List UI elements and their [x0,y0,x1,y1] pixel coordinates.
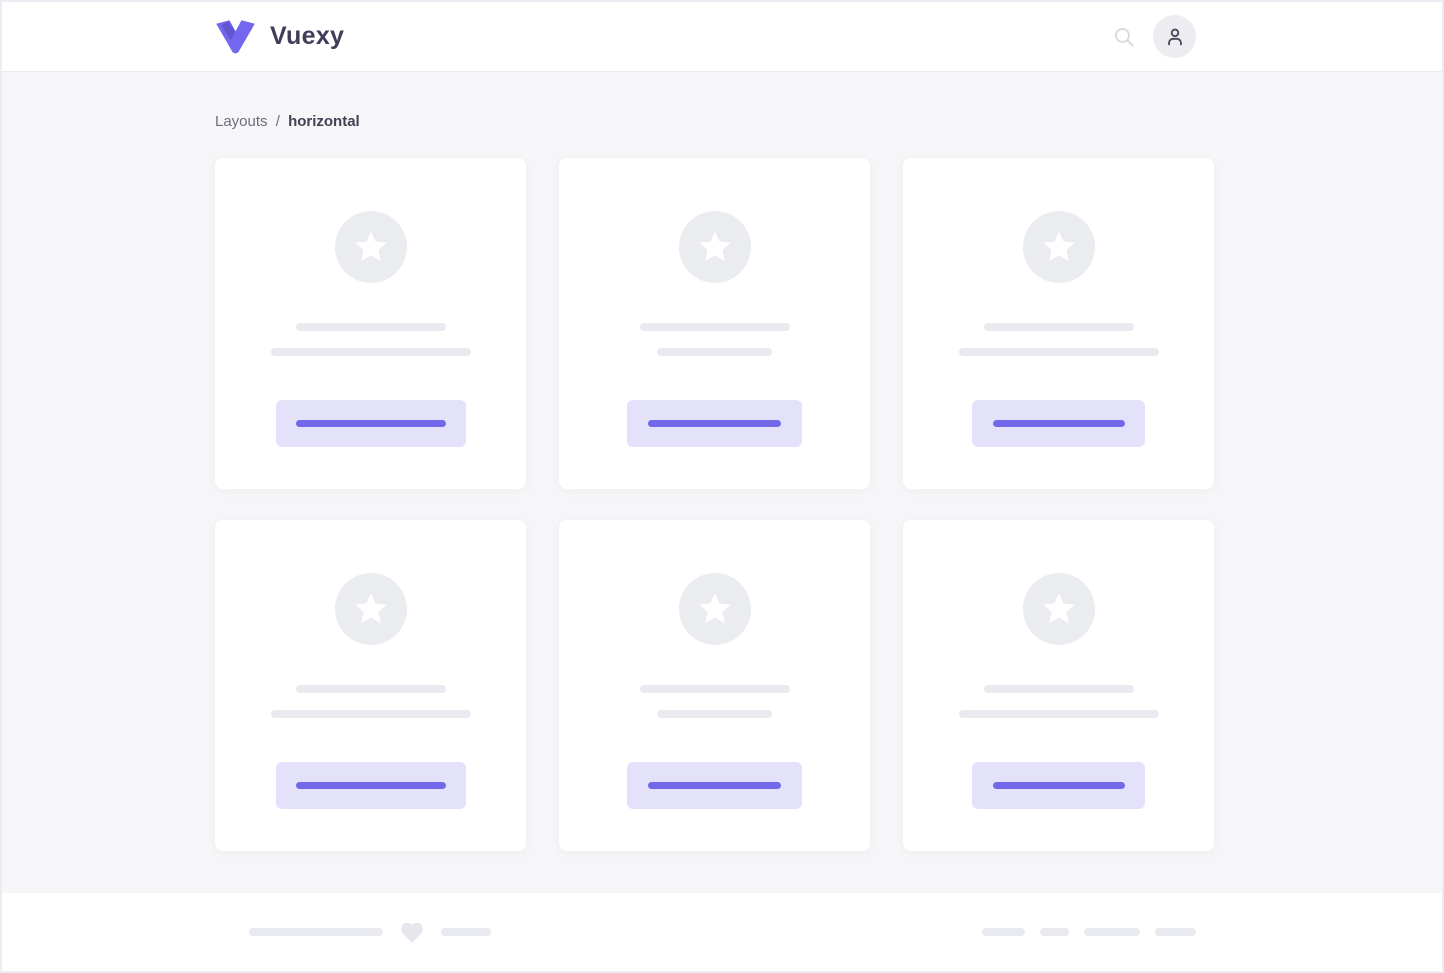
placeholder-button-label [648,782,781,789]
placeholder-line [639,685,790,693]
search-icon[interactable] [1112,25,1136,49]
placeholder-card [559,158,870,489]
vuexy-logo-icon [216,19,255,54]
breadcrumb-current: horizontal [288,113,360,130]
placeholder-line [295,323,446,331]
placeholder-line [270,710,471,718]
star-circle [1022,211,1095,283]
breadcrumb-section[interactable]: Layouts [215,113,268,130]
footer-links [982,928,1196,936]
breadcrumb-separator: / [275,113,280,130]
star-icon [354,593,387,624]
placeholder-button[interactable] [275,762,466,809]
brand[interactable]: Vuexy [213,19,344,55]
placeholder-line [958,710,1159,718]
footer-link-placeholder [1155,928,1196,936]
placeholder-line [983,323,1134,331]
placeholder-card [215,520,526,851]
breadcrumb: Layouts / horizontal [215,112,1442,132]
star-circle [334,211,407,283]
card-grid [215,158,1214,851]
footer-link-placeholder [1040,928,1069,936]
footer-link-placeholder [1084,928,1140,936]
placeholder-button[interactable] [972,762,1145,809]
placeholder-line [270,348,471,356]
star-circle [678,211,751,283]
content-area: Layouts / horizontal [2,72,1442,893]
placeholder-line [639,323,790,331]
placeholder-button-label [295,420,446,427]
star-circle [678,573,751,645]
placeholder-line [958,348,1159,356]
app-footer [2,893,1442,971]
star-icon [698,593,731,624]
star-circle [334,573,407,645]
star-icon [354,231,387,262]
footer-text-placeholder [441,928,491,936]
placeholder-button[interactable] [627,400,802,447]
placeholder-button-label [992,420,1125,427]
placeholder-line [983,685,1134,693]
placeholder-card [559,520,870,851]
brand-name: Vuexy [270,22,345,50]
star-icon [698,231,731,262]
placeholder-button-label [648,420,781,427]
placeholder-card [903,520,1214,851]
header-actions [1112,15,1196,58]
app-header: Vuexy [2,2,1442,72]
placeholder-button[interactable] [627,762,802,809]
placeholder-button[interactable] [275,400,466,447]
person-icon [1167,28,1182,45]
placeholder-button-label [992,782,1125,789]
star-icon [1042,231,1075,262]
star-icon [1042,593,1075,624]
placeholder-card [903,158,1214,489]
user-avatar[interactable] [1153,15,1196,58]
star-circle [1022,573,1095,645]
footer-link-placeholder [982,928,1025,936]
placeholder-line [295,685,446,693]
placeholder-button[interactable] [972,400,1145,447]
placeholder-card [215,158,526,489]
footer-left [249,920,491,944]
heart-icon [401,922,423,943]
placeholder-line [657,348,772,356]
placeholder-button-label [295,782,446,789]
footer-text-placeholder [249,928,383,936]
placeholder-line [657,710,772,718]
